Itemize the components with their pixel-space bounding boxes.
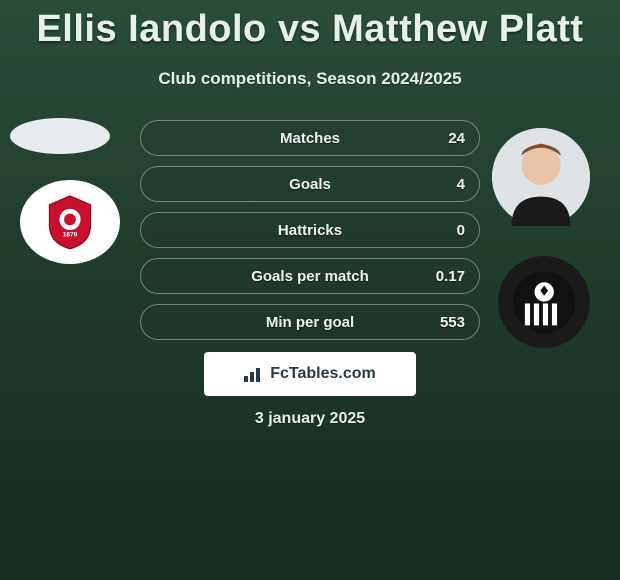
player-avatar-right	[492, 128, 590, 226]
stat-value: 24	[448, 130, 465, 147]
generation-date: 3 january 2025	[255, 410, 365, 428]
site-branding[interactable]: FcTables.com	[204, 352, 416, 396]
bar-chart-icon	[244, 366, 264, 382]
stat-row: Goals 4	[140, 166, 480, 202]
comparison-title: Ellis Iandolo vs Matthew Platt	[0, 0, 620, 51]
stat-value: 553	[440, 314, 465, 331]
stat-label: Matches	[280, 130, 340, 147]
stat-row: Hattricks 0	[140, 212, 480, 248]
competition-subtitle: Club competitions, Season 2024/2025	[0, 69, 620, 89]
site-name: FcTables.com	[270, 365, 376, 383]
stat-value: 0	[457, 222, 465, 239]
stat-label: Hattricks	[278, 222, 342, 239]
shield-icon: 1879	[35, 193, 105, 252]
stat-row: Matches 24	[140, 120, 480, 156]
stat-row: Goals per match 0.17	[140, 258, 480, 294]
ball-stripes-icon	[512, 270, 576, 334]
stats-list: Matches 24 Goals 4 Hattricks 0 Goals per…	[140, 120, 480, 350]
club-crest-left: 1879	[20, 180, 120, 264]
stat-label: Min per goal	[266, 314, 354, 331]
stat-row: Min per goal 553	[140, 304, 480, 340]
stat-label: Goals	[289, 176, 331, 193]
person-icon	[492, 128, 590, 226]
player-avatar-left	[10, 118, 110, 154]
stat-value: 0.17	[436, 268, 465, 285]
stat-label: Goals per match	[251, 268, 369, 285]
svg-text:1879: 1879	[63, 231, 78, 238]
club-crest-right	[498, 256, 590, 348]
stat-value: 4	[457, 176, 465, 193]
